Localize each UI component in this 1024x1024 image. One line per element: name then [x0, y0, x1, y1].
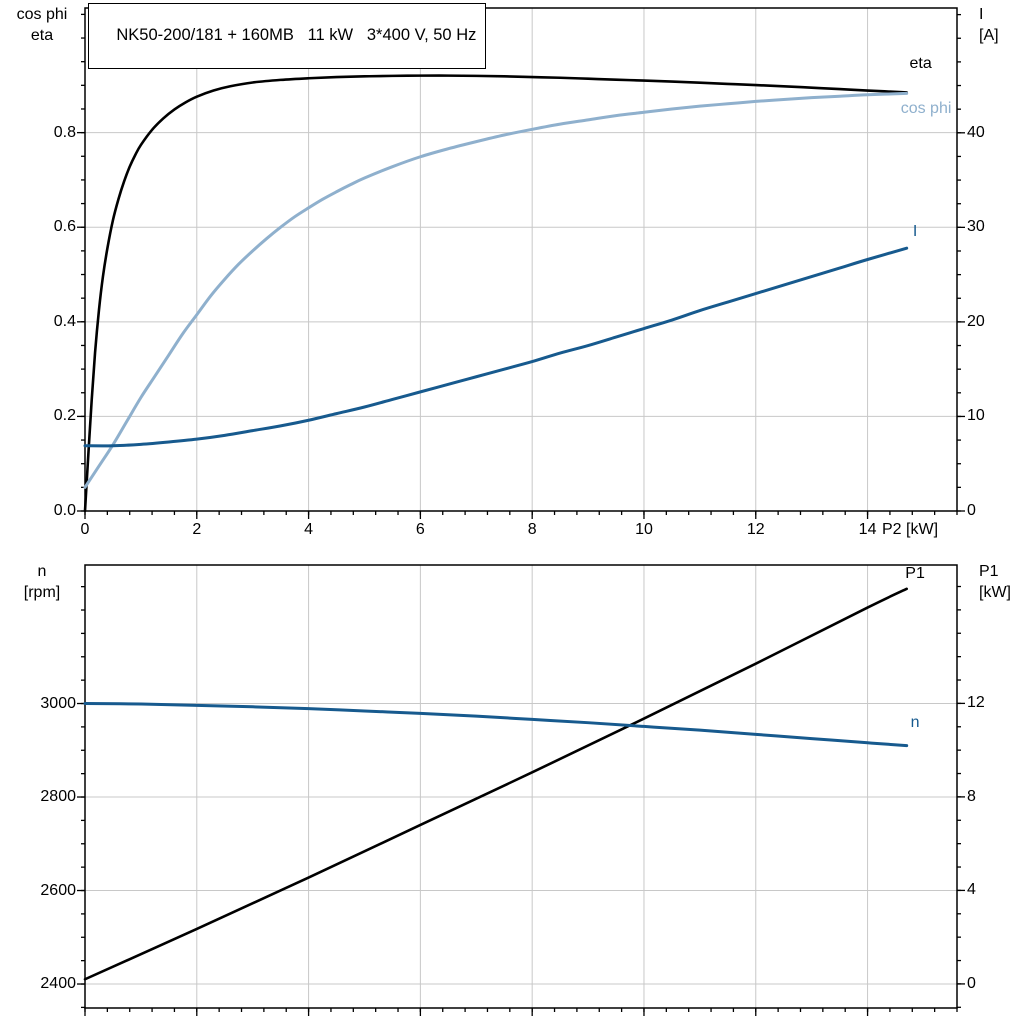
right-tick-label: 40 [967, 123, 985, 141]
x-tick-label: 0 [80, 521, 90, 538]
left-tick-label: 0.2 [53, 407, 76, 425]
left-tick-label: 0.0 [53, 502, 76, 519]
x-tick-label: 4 [304, 521, 314, 538]
x-tick-label: 2 [192, 521, 202, 538]
series-eta [83, 74, 908, 513]
series-label-n: n [910, 714, 920, 732]
chart-bottom [77, 564, 965, 1016]
plot-frame [84, 564, 958, 1009]
right-tick-label: 0 [967, 974, 976, 992]
series-label-i: I [912, 223, 918, 241]
right-tick-label: 8 [967, 787, 976, 805]
left-tick-label: 3000 [40, 694, 76, 712]
chart-title-box: NK50-200/181 + 160MB 11 kW 3*400 V, 50 H… [88, 3, 487, 69]
series-i [83, 246, 909, 448]
right-axis-header-line: P1 [979, 563, 999, 580]
x-axis-label: P2 [kW] [882, 521, 939, 538]
series-label-cos-phi: cos phi [900, 99, 952, 117]
chart-top [77, 7, 965, 519]
x-tick-label: 6 [415, 521, 425, 538]
left-axis-header-line: eta [30, 27, 54, 44]
left-axis-header-line: n [37, 563, 47, 580]
series-p1 [83, 587, 908, 981]
series-label-eta: eta [909, 55, 932, 73]
plot-frame [84, 7, 958, 512]
series-cos-phi [83, 91, 909, 489]
right-tick-label: 30 [967, 218, 985, 236]
right-axis-header-line: [kW] [979, 584, 1011, 601]
left-tick-label: 0.8 [53, 123, 76, 141]
x-tick-label: 14 [858, 521, 877, 538]
x-tick-label: 8 [527, 521, 537, 538]
series-label-p1: P1 [905, 564, 925, 582]
left-axis-header-line: [rpm] [23, 584, 61, 601]
right-tick-label: 12 [967, 694, 985, 712]
left-tick-label: 0.6 [53, 218, 76, 236]
x-tick-label: 12 [746, 521, 765, 538]
right-tick-label: 10 [967, 407, 985, 425]
left-tick-label: 0.4 [53, 312, 76, 330]
left-tick-label: 2600 [40, 881, 76, 899]
right-axis-header-line: [A] [979, 27, 999, 44]
left-axis-header-line: cos phi [16, 6, 68, 23]
left-tick-label: 2800 [40, 788, 76, 806]
left-tick-label: 2400 [40, 975, 76, 993]
right-axis-header-line: I [979, 6, 984, 23]
chart-title: NK50-200/181 + 160MB 11 kW 3*400 V, 50 H… [116, 26, 477, 44]
right-tick-label: 0 [967, 502, 976, 519]
series-n [83, 702, 909, 748]
right-tick-label: 20 [967, 312, 985, 330]
x-tick-label: 10 [635, 521, 653, 538]
right-tick-label: 4 [967, 881, 976, 899]
